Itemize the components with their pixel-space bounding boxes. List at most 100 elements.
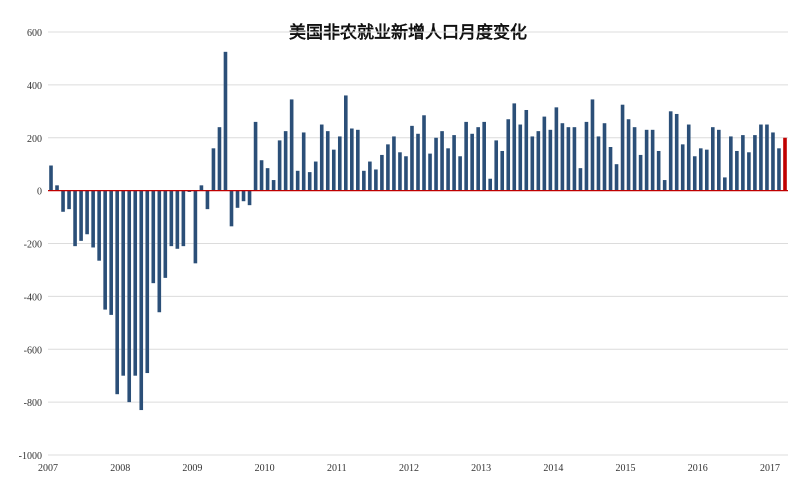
bar	[464, 121, 468, 191]
bar	[398, 152, 402, 191]
bar	[644, 129, 649, 191]
bar	[235, 190, 240, 208]
bar	[777, 148, 781, 191]
bar	[452, 135, 456, 191]
bar	[289, 99, 294, 191]
bar	[488, 178, 492, 191]
bar	[590, 99, 595, 191]
bar	[783, 137, 787, 191]
bar	[181, 190, 186, 247]
bar	[325, 131, 330, 191]
bar	[277, 140, 282, 191]
bar	[638, 154, 643, 191]
bar	[163, 190, 168, 278]
bar	[199, 185, 204, 191]
bar	[735, 150, 739, 191]
bar	[265, 168, 270, 191]
bar	[259, 160, 264, 191]
x-axis: 2007 2008 2009 2010 2011 2012 2013 2014 2015 2016…	[38, 463, 780, 474]
x-tick-label: 2012	[399, 463, 419, 474]
bar	[458, 156, 462, 191]
bar	[319, 124, 324, 191]
bar	[626, 119, 631, 191]
bar	[103, 190, 107, 310]
bar	[572, 127, 577, 191]
bar	[145, 190, 150, 374]
bar	[602, 123, 607, 191]
bar	[331, 149, 336, 191]
bar	[771, 132, 775, 191]
bar	[49, 165, 53, 191]
bar	[717, 129, 721, 191]
y-tick-label: 600	[27, 28, 42, 39]
bar	[307, 172, 312, 191]
bar	[404, 156, 408, 191]
bar	[524, 109, 529, 191]
bar	[753, 135, 757, 191]
bar	[662, 180, 667, 191]
bar	[115, 190, 119, 395]
bar	[710, 127, 715, 191]
bar	[313, 161, 318, 191]
bar	[554, 107, 559, 191]
y-tick-label: 200	[27, 134, 42, 145]
bar	[530, 136, 535, 191]
bar	[55, 185, 59, 191]
bar	[416, 133, 420, 191]
bar	[67, 190, 71, 210]
bar	[392, 136, 396, 191]
bar	[295, 170, 300, 191]
bar	[536, 131, 541, 191]
bar	[608, 147, 613, 191]
bar	[121, 190, 126, 376]
bar	[729, 136, 733, 191]
x-tick-label: 2007	[38, 463, 58, 474]
bar	[434, 137, 438, 191]
x-tick-label: 2014	[543, 463, 563, 474]
x-tick-label: 2008	[110, 463, 130, 474]
bar	[410, 125, 414, 191]
y-axis: 600 400 200 0 -200 -400 -600 -800 -1000	[19, 28, 42, 462]
bar	[692, 156, 697, 191]
bar	[476, 127, 480, 191]
bar	[650, 129, 655, 191]
bar	[668, 111, 673, 191]
bar	[362, 170, 366, 191]
bar	[61, 190, 65, 212]
bar	[97, 190, 101, 261]
x-tick-label: 2011	[327, 463, 347, 474]
bar	[470, 133, 474, 191]
bar	[157, 190, 162, 313]
bar	[223, 51, 228, 191]
bar	[127, 190, 132, 403]
bar	[741, 135, 745, 191]
bar	[193, 190, 198, 264]
bar	[698, 148, 703, 191]
bar	[680, 144, 685, 191]
bar	[133, 190, 138, 376]
bar	[241, 190, 246, 202]
x-tick-label: 2010	[255, 463, 275, 474]
bar	[614, 164, 619, 191]
bar	[723, 177, 727, 191]
bar	[374, 169, 378, 191]
bar	[217, 127, 222, 191]
x-tick-label: 2015	[616, 463, 636, 474]
bar	[169, 190, 174, 247]
bar	[73, 190, 77, 247]
bar	[596, 136, 601, 191]
bar	[380, 154, 384, 191]
bar	[344, 95, 348, 191]
bar	[548, 129, 553, 191]
bar	[428, 153, 432, 191]
bar	[759, 124, 763, 191]
bar	[440, 131, 444, 191]
bar	[229, 190, 234, 227]
bar	[620, 104, 625, 191]
bar	[584, 121, 589, 191]
y-tick-label: -1000	[19, 451, 42, 462]
bar	[512, 103, 517, 191]
y-tick-label: -200	[24, 240, 42, 251]
y-tick-label: 400	[27, 81, 42, 92]
